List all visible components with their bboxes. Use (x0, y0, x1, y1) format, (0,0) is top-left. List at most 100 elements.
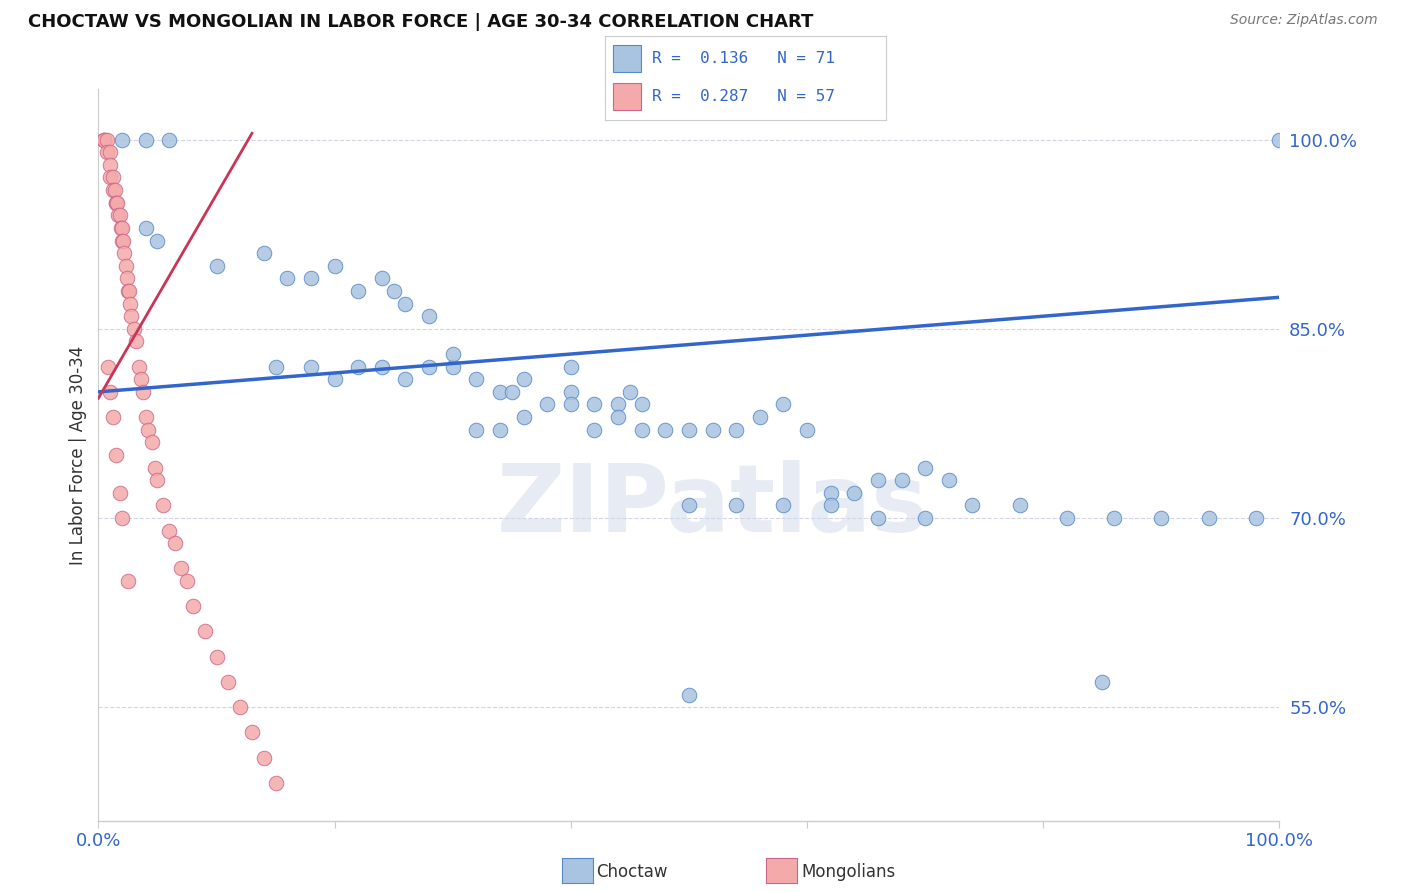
Point (98, 145, 121, 160)
Text: CHOCTAW VS MONGOLIAN IN LABOR FORCE | AGE 30-34 CORRELATION CHART: CHOCTAW VS MONGOLIAN IN LABOR FORCE | AG… (28, 13, 814, 31)
Point (465, 372, 488, 386)
Point (112, 246, 135, 260)
Point (489, 384, 512, 399)
Point (93, 133, 115, 147)
Point (914, 511, 936, 525)
Point (157, 133, 180, 147)
Point (135, 133, 157, 147)
Text: R =  0.287   N = 57: R = 0.287 N = 57 (652, 89, 835, 104)
Point (98, 384, 121, 399)
Point (583, 397, 606, 411)
Point (1008, 499, 1031, 513)
Point (253, 246, 276, 260)
Point (465, 423, 488, 437)
Point (98, 170, 121, 185)
Point (630, 423, 652, 437)
Point (112, 234, 135, 248)
Point (560, 359, 582, 374)
Point (98, 158, 121, 172)
Point (122, 322, 145, 336)
Point (93, 133, 115, 147)
Point (128, 359, 150, 374)
Point (264, 359, 287, 374)
Point (371, 359, 394, 374)
Point (115, 271, 138, 285)
Point (146, 234, 169, 248)
Point (441, 359, 464, 374)
Point (678, 688, 700, 702)
Point (866, 473, 889, 487)
Point (844, 485, 866, 500)
Point (253, 750, 276, 764)
Point (107, 208, 129, 222)
Point (630, 397, 652, 411)
Point (117, 574, 139, 588)
Point (146, 473, 169, 487)
Point (619, 384, 641, 399)
Point (96, 145, 118, 160)
Point (176, 574, 198, 588)
Point (194, 624, 217, 639)
Point (135, 221, 157, 235)
Point (382, 284, 405, 298)
Point (152, 499, 174, 513)
Point (118, 284, 141, 298)
Point (583, 423, 606, 437)
Point (111, 221, 134, 235)
Point (170, 561, 193, 575)
Point (1150, 511, 1173, 525)
Point (110, 221, 132, 235)
Point (135, 410, 157, 425)
Point (117, 284, 139, 298)
Point (512, 372, 534, 386)
Point (136, 423, 159, 437)
Point (104, 183, 127, 197)
Point (132, 384, 155, 399)
Point (323, 372, 346, 386)
Point (560, 384, 582, 399)
Point (702, 423, 724, 437)
Point (441, 347, 464, 361)
Point (101, 183, 124, 197)
Point (105, 448, 128, 462)
Point (394, 372, 416, 386)
Point (111, 133, 134, 147)
Point (264, 776, 287, 790)
Y-axis label: In Labor Force | Age 30-34: In Labor Force | Age 30-34 (69, 345, 87, 565)
Point (347, 284, 370, 298)
Point (96, 133, 118, 147)
Point (165, 536, 187, 550)
Point (105, 195, 128, 210)
Point (820, 499, 842, 513)
Point (111, 234, 134, 248)
Point (108, 485, 131, 500)
Text: R =  0.136   N = 71: R = 0.136 N = 71 (652, 51, 835, 66)
Text: Mongolians: Mongolians (801, 863, 896, 881)
Text: Choctaw: Choctaw (596, 863, 668, 881)
Point (371, 271, 394, 285)
Point (725, 423, 748, 437)
Point (105, 195, 128, 210)
Point (101, 410, 124, 425)
Point (157, 524, 180, 538)
Point (229, 700, 252, 714)
Point (725, 499, 748, 513)
Point (347, 359, 370, 374)
Point (607, 397, 630, 411)
Point (536, 397, 558, 411)
Point (125, 334, 148, 349)
Point (938, 473, 960, 487)
Point (1091, 674, 1114, 689)
Point (129, 372, 152, 386)
Point (607, 410, 630, 425)
Point (276, 271, 298, 285)
Point (772, 397, 794, 411)
Point (654, 423, 676, 437)
Point (181, 599, 204, 614)
Text: ZIPatlas: ZIPatlas (496, 460, 928, 552)
Point (394, 296, 416, 310)
Point (299, 271, 322, 285)
Point (1056, 511, 1078, 525)
Point (108, 208, 131, 222)
Point (1244, 511, 1267, 525)
